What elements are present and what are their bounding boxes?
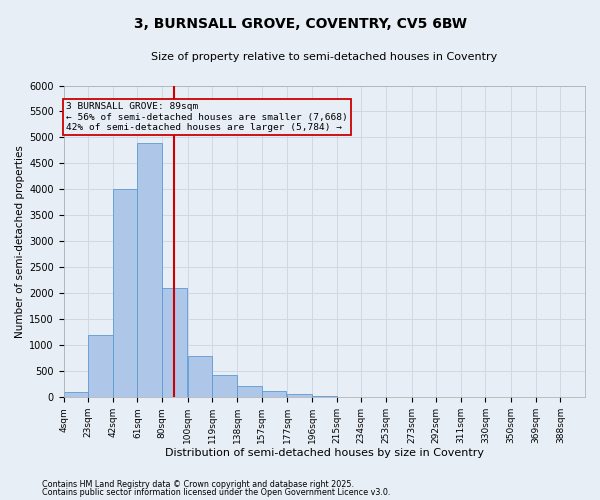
Bar <box>237 386 262 397</box>
Bar <box>188 356 212 397</box>
Bar <box>113 190 137 397</box>
Y-axis label: Number of semi-detached properties: Number of semi-detached properties <box>15 145 25 338</box>
Bar <box>64 392 88 397</box>
X-axis label: Distribution of semi-detached houses by size in Coventry: Distribution of semi-detached houses by … <box>165 448 484 458</box>
Bar <box>212 376 237 397</box>
Bar <box>287 394 312 397</box>
Bar <box>162 288 187 397</box>
Text: 3, BURNSALL GROVE, COVENTRY, CV5 6BW: 3, BURNSALL GROVE, COVENTRY, CV5 6BW <box>133 18 467 32</box>
Text: Contains HM Land Registry data © Crown copyright and database right 2025.: Contains HM Land Registry data © Crown c… <box>42 480 354 489</box>
Text: Contains public sector information licensed under the Open Government Licence v3: Contains public sector information licen… <box>42 488 391 497</box>
Bar <box>88 335 113 397</box>
Text: 3 BURNSALL GROVE: 89sqm
← 56% of semi-detached houses are smaller (7,668)
42% of: 3 BURNSALL GROVE: 89sqm ← 56% of semi-de… <box>66 102 348 132</box>
Bar <box>262 391 286 397</box>
Bar <box>312 396 337 397</box>
Title: Size of property relative to semi-detached houses in Coventry: Size of property relative to semi-detach… <box>151 52 497 62</box>
Bar <box>137 142 162 397</box>
